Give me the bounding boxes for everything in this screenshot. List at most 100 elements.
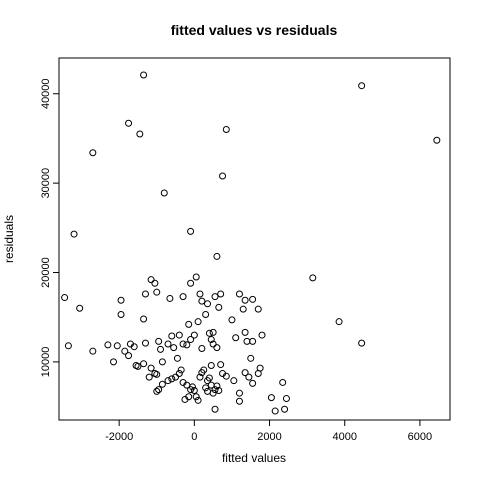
data-point xyxy=(200,366,208,374)
data-point xyxy=(145,373,153,381)
data-point xyxy=(153,288,161,296)
data-point xyxy=(222,126,230,134)
data-point xyxy=(175,331,183,339)
data-point xyxy=(173,354,181,362)
data-point xyxy=(76,304,84,312)
y-tick-label: 40000 xyxy=(40,78,52,109)
data-point xyxy=(89,149,97,157)
data-point xyxy=(153,387,161,395)
chart-title: fitted values vs residuals xyxy=(171,22,338,38)
plot-frame xyxy=(58,57,451,421)
data-point xyxy=(235,290,243,298)
data-point xyxy=(282,395,290,403)
data-point xyxy=(267,394,275,402)
data-point xyxy=(64,342,72,350)
data-point xyxy=(164,377,172,385)
data-point xyxy=(239,305,247,313)
data-point xyxy=(271,407,279,415)
data-point xyxy=(117,311,125,319)
data-point xyxy=(215,387,223,395)
data-points xyxy=(61,71,441,415)
data-point xyxy=(209,328,217,336)
data-point xyxy=(217,290,225,298)
data-point xyxy=(228,316,236,324)
data-point xyxy=(141,339,149,347)
data-point xyxy=(187,227,195,235)
data-point xyxy=(187,336,195,344)
data-point xyxy=(185,393,193,401)
data-point xyxy=(245,373,253,381)
x-tick-label: 4000 xyxy=(332,431,356,443)
x-tick-label: 2000 xyxy=(257,431,281,443)
data-point xyxy=(211,293,219,301)
data-point xyxy=(194,396,202,404)
data-point xyxy=(207,361,215,369)
data-point xyxy=(196,373,204,381)
data-point xyxy=(209,389,217,397)
data-point xyxy=(219,172,227,180)
data-point xyxy=(147,364,155,372)
data-point xyxy=(166,294,174,302)
data-point xyxy=(358,82,366,90)
data-point xyxy=(241,296,249,304)
data-point xyxy=(241,369,249,377)
data-point xyxy=(110,358,118,366)
data-point xyxy=(433,136,441,144)
data-point xyxy=(222,372,230,380)
x-axis: -2000 0 2000 4000 6000 xyxy=(105,420,432,443)
y-tick-label: 30000 xyxy=(40,168,52,199)
data-point xyxy=(172,373,180,381)
data-point xyxy=(140,71,148,79)
data-point xyxy=(140,315,148,323)
data-point xyxy=(235,389,243,397)
data-point xyxy=(204,300,212,308)
data-point xyxy=(155,337,163,345)
data-point xyxy=(230,377,238,385)
data-point xyxy=(281,405,289,413)
data-point xyxy=(205,329,213,337)
data-point xyxy=(198,297,206,305)
data-point xyxy=(190,387,198,395)
data-point xyxy=(235,397,243,405)
data-point xyxy=(254,370,262,378)
data-point xyxy=(258,331,266,339)
data-point xyxy=(217,361,225,369)
data-point xyxy=(70,230,78,238)
data-point xyxy=(202,311,210,319)
data-point xyxy=(249,379,257,387)
data-point xyxy=(121,347,129,355)
data-point xyxy=(209,340,217,348)
y-axis-label: residuals xyxy=(2,215,16,263)
data-point xyxy=(157,345,165,353)
data-point xyxy=(254,305,262,313)
data-point xyxy=(215,303,223,311)
data-point xyxy=(140,360,148,368)
data-point xyxy=(358,339,366,347)
data-point xyxy=(158,380,166,388)
data-point xyxy=(136,130,144,138)
data-point xyxy=(170,344,178,352)
data-point xyxy=(241,328,249,336)
x-tick-label: 6000 xyxy=(408,431,432,443)
data-point xyxy=(61,294,69,302)
data-point xyxy=(168,375,176,383)
data-point xyxy=(141,290,149,298)
data-point xyxy=(213,382,221,390)
data-point xyxy=(249,337,257,345)
data-point xyxy=(155,386,163,394)
data-point xyxy=(183,341,191,349)
data-point xyxy=(188,383,196,391)
data-point xyxy=(125,119,133,127)
data-point xyxy=(185,320,193,328)
data-point xyxy=(205,374,213,382)
data-point xyxy=(211,386,219,394)
data-point xyxy=(125,352,133,360)
data-point xyxy=(151,279,159,287)
data-point xyxy=(249,295,257,303)
data-point xyxy=(179,340,187,348)
data-point xyxy=(213,344,221,352)
x-axis-label: fitted values xyxy=(222,451,286,465)
data-point xyxy=(232,334,240,342)
data-point xyxy=(247,354,255,362)
